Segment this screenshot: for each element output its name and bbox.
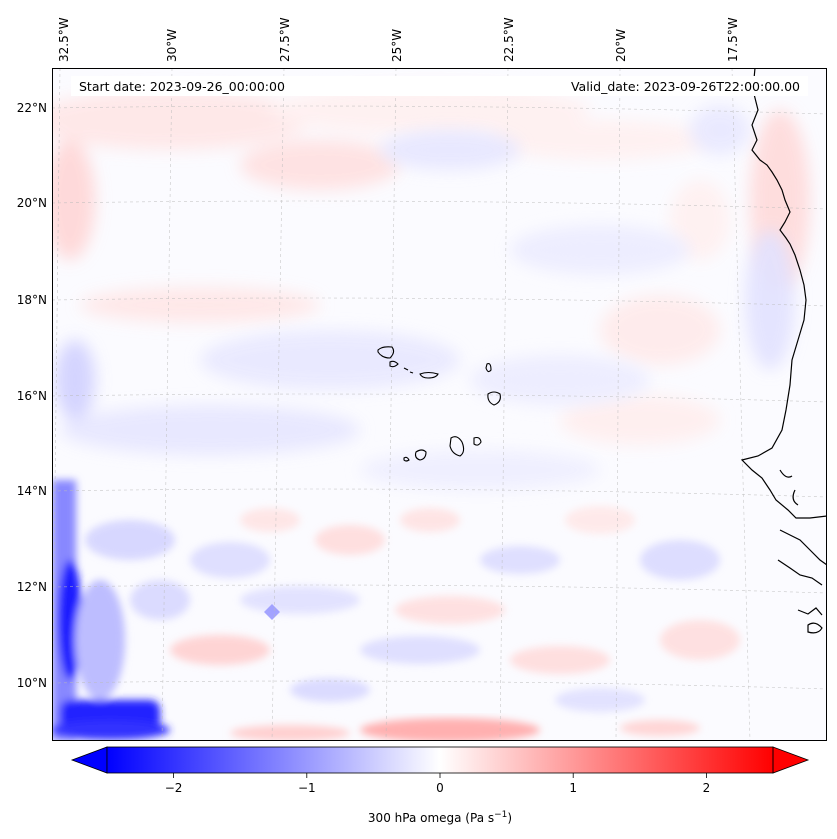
lon-label-30w: 30°W	[165, 29, 179, 62]
latitude-labels: 22°N 20°N 18°N 16°N 14°N 12°N 10°N	[17, 101, 47, 690]
map-frame	[52, 68, 827, 741]
lat-label-10n: 10°N	[17, 676, 47, 690]
date-header-background	[71, 76, 808, 96]
colorbar: −2 −1 0 1 2 300 hPa omega (Pa s−1)	[70, 746, 810, 825]
lat-label-12n: 12°N	[17, 580, 47, 594]
omega-field	[52, 85, 810, 741]
colorbar-tick-label: 1	[569, 781, 577, 795]
map-panel	[52, 68, 827, 741]
lat-label-16n: 16°N	[17, 389, 47, 403]
colorbar-label-close: )	[507, 811, 512, 825]
lon-label-20w: 20°W	[614, 29, 628, 62]
colorbar-tick-label: 2	[703, 781, 711, 795]
lon-label-17-5w: 17.5°W	[726, 17, 740, 62]
colorbar-extend-high	[772, 746, 810, 774]
lat-label-20n: 20°N	[17, 196, 47, 210]
lon-label-27-5w: 27.5°W	[278, 17, 292, 62]
coastline	[740, 68, 827, 634]
lat-label-22n: 22°N	[17, 101, 47, 115]
lat-label-18n: 18°N	[17, 293, 47, 307]
start-date-label: Start date: 2023-09-26_00:00:00	[79, 79, 285, 94]
lon-label-32-5w: 32.5°W	[57, 17, 71, 62]
colorbar-ticks: −2 −1 0 1 2	[165, 773, 710, 795]
lon-label-25w: 25°W	[390, 29, 404, 62]
colorbar-label: 300 hPa omega (Pa s−1)	[368, 810, 512, 825]
colorbar-label-main: 300 hPa omega (Pa s	[368, 811, 494, 825]
gridlines	[52, 68, 827, 741]
lon-label-22-5w: 22.5°W	[502, 17, 516, 62]
date-header: Start date: 2023-09-26_00:00:00 Valid_da…	[71, 76, 808, 96]
colorbar-extend-low	[70, 746, 108, 774]
longitude-labels: 32.5°W 30°W 27.5°W 25°W 22.5°W 20°W 17.5…	[57, 17, 740, 62]
lat-label-14n: 14°N	[17, 484, 47, 498]
colorbar-tick-label: 0	[436, 781, 444, 795]
valid-date-label: Valid_date: 2023-09-26T22:00:00.00	[571, 79, 800, 94]
colorbar-tick-label: −2	[165, 781, 183, 795]
cape-verde-islands	[377, 346, 501, 462]
colorbar-label-exponent: −1	[494, 810, 507, 820]
colorbar-tick-label: −1	[298, 781, 316, 795]
colorbar-gradient	[107, 747, 773, 773]
